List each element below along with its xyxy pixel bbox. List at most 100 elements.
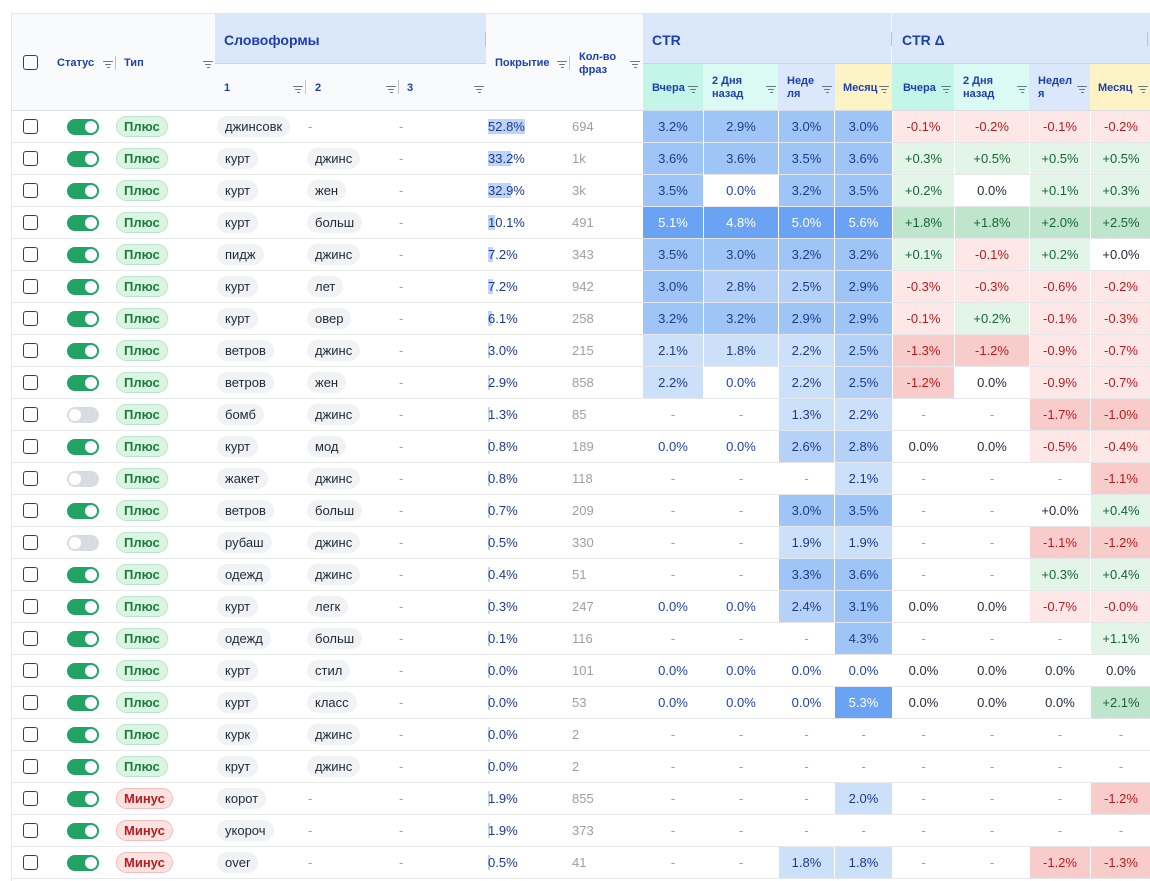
wordform-1-chip: курт bbox=[217, 180, 259, 201]
wordforms-group-header: Словоформы bbox=[215, 14, 486, 64]
status-toggle[interactable] bbox=[67, 535, 99, 551]
status-toggle[interactable] bbox=[67, 183, 99, 199]
coverage-bar bbox=[488, 375, 490, 390]
status-toggle[interactable] bbox=[67, 631, 99, 647]
column-divider[interactable] bbox=[115, 56, 116, 70]
status-toggle[interactable] bbox=[67, 599, 99, 615]
delta-month-cell: -1.2% bbox=[1091, 783, 1150, 814]
wordform-2-chip: жен bbox=[307, 180, 347, 201]
status-toggle[interactable] bbox=[67, 151, 99, 167]
toggle-knob bbox=[85, 121, 97, 133]
ctr-2days-filter-icon[interactable] bbox=[766, 86, 776, 94]
column-divider[interactable] bbox=[569, 56, 570, 70]
wordform-2-chip: джинс bbox=[307, 404, 361, 425]
status-toggle[interactable] bbox=[67, 407, 99, 423]
wordform-3-empty: - bbox=[399, 279, 404, 294]
status-toggle[interactable] bbox=[67, 855, 99, 871]
column-divider[interactable] bbox=[398, 80, 399, 94]
wordform-2-filter-icon[interactable] bbox=[386, 86, 396, 94]
status-toggle[interactable] bbox=[67, 343, 99, 359]
ctr-month-filter-icon[interactable] bbox=[879, 86, 889, 94]
row-checkbox[interactable] bbox=[23, 151, 38, 166]
row-checkbox[interactable] bbox=[23, 183, 38, 198]
row-checkbox[interactable] bbox=[23, 535, 38, 550]
row-checkbox[interactable] bbox=[23, 727, 38, 742]
wordform-1-filter-icon[interactable] bbox=[293, 86, 303, 94]
delta-yesterday-filter-icon[interactable] bbox=[941, 86, 951, 94]
type-filter-icon[interactable] bbox=[203, 61, 213, 69]
status-toggle[interactable] bbox=[67, 663, 99, 679]
row-checkbox[interactable] bbox=[23, 855, 38, 870]
row-checkbox[interactable] bbox=[23, 599, 38, 614]
status-toggle[interactable] bbox=[67, 247, 99, 263]
status-toggle[interactable] bbox=[67, 727, 99, 743]
wordform-2-chip: лет bbox=[307, 276, 344, 297]
wordform-2-empty: - bbox=[308, 791, 313, 806]
column-divider[interactable] bbox=[891, 32, 892, 46]
wordform-3-filter-icon[interactable] bbox=[474, 86, 484, 94]
phrases-count: 694 bbox=[572, 119, 594, 134]
column-divider[interactable] bbox=[305, 80, 306, 94]
status-toggle[interactable] bbox=[67, 215, 99, 231]
status-filter-icon[interactable] bbox=[103, 61, 113, 69]
phrases-filter-icon[interactable] bbox=[630, 61, 640, 69]
wordform-1-chip: курт bbox=[217, 596, 259, 617]
status-toggle[interactable] bbox=[67, 503, 99, 519]
table-row: Плюс курт жен -32.9% 3k 3.5% 0.0% 3.2% 3.5% +0.2%… bbox=[12, 175, 1150, 207]
row-checkbox[interactable] bbox=[23, 759, 38, 774]
status-toggle[interactable] bbox=[67, 823, 99, 839]
status-toggle[interactable] bbox=[67, 471, 99, 487]
ctr-2days-cell: 1.8% bbox=[704, 335, 778, 366]
coverage-value: 0.5% bbox=[488, 535, 518, 550]
type-badge: Плюс bbox=[116, 244, 168, 265]
ctr-week-filter-icon[interactable] bbox=[822, 86, 832, 94]
status-toggle[interactable] bbox=[67, 695, 99, 711]
row-checkbox[interactable] bbox=[23, 247, 38, 262]
ctr-week-cell: - bbox=[804, 471, 809, 486]
phrases-count: 247 bbox=[572, 599, 594, 614]
status-toggle[interactable] bbox=[67, 567, 99, 583]
delta-yesterday-cell: 0.0% bbox=[908, 439, 939, 454]
ctr-2days-cell: 0.0% bbox=[726, 439, 756, 454]
row-checkbox[interactable] bbox=[23, 311, 38, 326]
delta-week-cell: - bbox=[1057, 631, 1063, 646]
status-toggle[interactable] bbox=[67, 791, 99, 807]
row-checkbox[interactable] bbox=[23, 503, 38, 518]
coverage-filter-icon[interactable] bbox=[557, 61, 567, 69]
row-checkbox[interactable] bbox=[23, 471, 38, 486]
status-toggle[interactable] bbox=[67, 119, 99, 135]
row-checkbox[interactable] bbox=[23, 119, 38, 134]
delta-week-filter-icon[interactable] bbox=[1077, 86, 1087, 94]
delta-month-cell: -0.7% bbox=[1091, 367, 1150, 398]
row-checkbox[interactable] bbox=[23, 439, 38, 454]
toggle-knob bbox=[69, 473, 81, 485]
column-divider[interactable] bbox=[485, 32, 486, 46]
coverage-bar bbox=[488, 823, 490, 838]
status-toggle[interactable] bbox=[67, 759, 99, 775]
delta-month-filter-icon[interactable] bbox=[1138, 86, 1148, 94]
row-checkbox[interactable] bbox=[23, 343, 38, 358]
row-checkbox[interactable] bbox=[23, 695, 38, 710]
toggle-knob bbox=[85, 569, 97, 581]
status-toggle[interactable] bbox=[67, 311, 99, 327]
row-checkbox[interactable] bbox=[23, 823, 38, 838]
status-toggle[interactable] bbox=[67, 439, 99, 455]
row-checkbox[interactable] bbox=[23, 215, 38, 230]
row-checkbox[interactable] bbox=[23, 663, 38, 678]
wordform-1-chip: пидж bbox=[217, 244, 264, 265]
row-checkbox[interactable] bbox=[23, 791, 38, 806]
row-checkbox[interactable] bbox=[23, 631, 38, 646]
row-checkbox[interactable] bbox=[23, 279, 38, 294]
row-checkbox[interactable] bbox=[23, 407, 38, 422]
coverage-bar bbox=[488, 759, 490, 774]
row-checkbox[interactable] bbox=[23, 567, 38, 582]
select-all-checkbox[interactable] bbox=[23, 55, 38, 70]
delta-2days-filter-icon[interactable] bbox=[1017, 86, 1027, 94]
column-divider[interactable] bbox=[1147, 32, 1148, 46]
status-toggle[interactable] bbox=[67, 279, 99, 295]
ctr-yesterday-filter-icon[interactable] bbox=[688, 86, 698, 94]
status-toggle[interactable] bbox=[67, 375, 99, 391]
delta-2days-cell: - bbox=[989, 471, 995, 486]
row-checkbox[interactable] bbox=[23, 375, 38, 390]
ctr-week-header-line2: ля bbox=[787, 88, 801, 100]
